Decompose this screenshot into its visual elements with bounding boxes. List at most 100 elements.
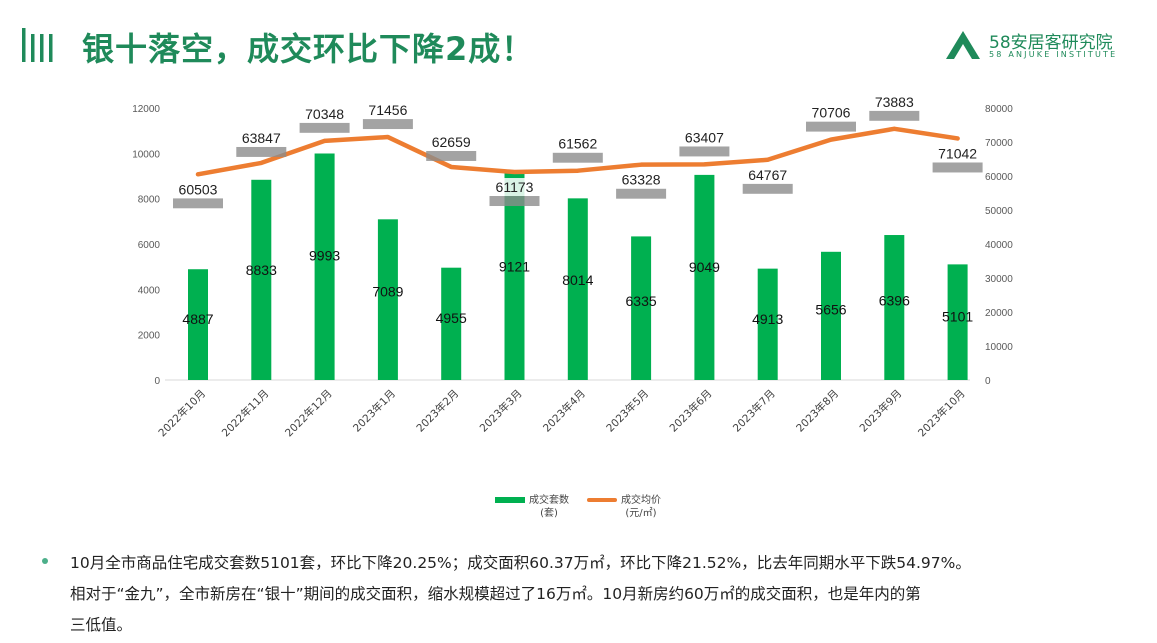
combo-chart: 0 2000 4000 6000 8000 10000 12000 0 10000 20000 3… (132, 92, 1013, 439)
line-label-11: 73883 (875, 94, 914, 110)
line-label-bg-8 (679, 128, 730, 147)
x-tick-label-1: 2022年11月 (219, 387, 271, 439)
bar-8 (694, 174, 715, 380)
line-point-12 (955, 136, 960, 141)
bar-3 (377, 219, 398, 380)
line-label-6: 61562 (558, 136, 597, 152)
line-label-12: 71042 (938, 145, 977, 161)
bar-label-8: 9049 (689, 259, 720, 275)
bar-label-9: 4913 (752, 311, 783, 327)
bar-label-6: 8014 (562, 272, 593, 288)
line-label-shadow-11 (869, 110, 920, 121)
bar-label-2: 9993 (309, 247, 340, 263)
line-label-shadow-7 (616, 188, 667, 199)
x-tick-label-0: 2022年10月 (156, 387, 208, 439)
line-label-shadow-10 (806, 121, 856, 132)
line-label-bg-12 (932, 144, 983, 163)
line-label-1: 63847 (242, 130, 281, 146)
bar-label-0: 4887 (182, 311, 213, 327)
chart-legend: 成交套数 (套) 成交均价 (元/㎡) (495, 494, 661, 520)
bullet-dot-icon (42, 558, 48, 564)
x-tick-label-12: 2023年10月 (915, 387, 967, 439)
line-label-9: 64767 (748, 167, 787, 183)
line-label-bg-1 (236, 128, 287, 147)
line-label-shadow-2 (299, 122, 350, 133)
line-label-bg-2 (299, 104, 350, 123)
line-point-4 (449, 164, 454, 169)
right-tick-label-4: 40000 (985, 240, 1013, 251)
brand-mark-icon (946, 31, 980, 59)
line-point-11 (892, 126, 897, 131)
summary-line-1: 10月全市商品住宅成交套数5101套，环比下降20.25%；成交面积60.37万… (70, 554, 971, 572)
line-label-bg-0 (173, 180, 223, 199)
summary-line-3: 三低值。 (70, 616, 133, 634)
bar-6 (567, 198, 588, 380)
x-tick-label-3: 2023年1月 (350, 387, 398, 435)
legend-unit-bars: (套) (540, 508, 558, 519)
bar-label-7: 6335 (626, 293, 657, 309)
bar-5 (504, 173, 525, 380)
line-label-7: 63328 (622, 172, 661, 188)
bar-10 (821, 251, 841, 380)
bar-2 (314, 153, 335, 380)
line-point-9 (765, 157, 770, 162)
left-tick-label-5: 10000 (132, 149, 160, 160)
line-label-bg-9 (742, 165, 793, 184)
line-label-bg-6 (552, 134, 603, 153)
legend-swatch-bars (495, 497, 525, 503)
line-point-6 (575, 168, 580, 173)
line-data-labels: 60503 63847 70348 71456 62659 61173 61562 63328… (173, 92, 983, 209)
x-tick-label-10: 2023年8月 (793, 387, 841, 435)
line-point-0 (196, 172, 200, 177)
summary-line-2: 相对于“金九”，全市新房在“银十”期间的成交面积，缩水规模超过了16万㎡。10月… (70, 585, 921, 603)
line-label-shadow-8 (679, 146, 730, 157)
legend-swatch-line (587, 498, 617, 502)
x-tick-label-7: 2023年5月 (604, 387, 652, 435)
summary-bullet: 10月全市商品住宅成交套数5101套，环比下降20.25%；成交面积60.37万… (42, 548, 1122, 641)
x-tick-label-6: 2023年4月 (540, 387, 588, 435)
right-tick-label-8: 80000 (985, 104, 1013, 115)
x-tick-label-9: 2023年7月 (730, 387, 778, 435)
line-point-7 (639, 162, 644, 167)
legend-label-line: 成交均价 (621, 495, 661, 506)
x-axis-labels: 2022年10月 2022年11月 2022年12月 2023年1月 2023年2月 20… (156, 387, 968, 439)
left-tick-label-4: 8000 (138, 195, 161, 206)
line-label-3: 71456 (368, 102, 407, 118)
brand-subtitle: 58 ANJUKE INSTITUTE (989, 50, 1118, 59)
right-tick-label-3: 30000 (985, 274, 1013, 285)
line-point-10 (829, 137, 833, 142)
bar-label-5: 9121 (499, 258, 530, 274)
right-tick-label-2: 20000 (985, 308, 1013, 319)
right-tick-label-7: 70000 (985, 138, 1013, 149)
line-label-bg-5 (489, 178, 540, 197)
line-label-shadow-9 (742, 183, 793, 194)
line-label-bg-10 (806, 103, 856, 122)
bar-12 (947, 264, 968, 380)
line-label-shadow-5 (489, 196, 540, 207)
bar-data-labels: 4887 8833 9993 7089 4955 9121 8014 6335 9049 4913… (182, 247, 973, 327)
line-label-shadow-1 (236, 146, 287, 157)
bar-label-10: 5656 (815, 301, 846, 317)
legend-item-line: 成交均价 (元/㎡) (587, 494, 661, 520)
x-tick-label-2: 2022年12月 (282, 387, 334, 439)
line-label-shadow-12 (932, 162, 983, 173)
line-label-shadow-3 (362, 119, 413, 130)
legend-label-bars: 成交套数 (529, 495, 569, 506)
x-tick-label-11: 2023年9月 (857, 387, 905, 435)
line-point-8 (702, 162, 707, 167)
left-axis: 0 2000 4000 6000 8000 10000 12000 (132, 104, 160, 387)
left-tick-label-0: 0 (154, 376, 160, 387)
line-label-bg-4 (426, 132, 477, 151)
bar-label-1: 8833 (246, 262, 277, 278)
line-label-bg-3 (362, 101, 413, 120)
legend-unit-line: (元/㎡) (625, 508, 657, 519)
line-label-8: 63407 (685, 129, 724, 145)
left-tick-label-6: 12000 (132, 104, 160, 115)
line-label-4: 62659 (432, 134, 471, 150)
line-label-shadow-4 (426, 150, 477, 161)
line-point-3 (385, 135, 390, 140)
bar-0 (188, 269, 208, 380)
bar-9 (757, 268, 778, 380)
bar-series (188, 153, 968, 380)
right-axis: 0 10000 20000 30000 40000 50000 60000 70000 8000… (985, 104, 1013, 387)
